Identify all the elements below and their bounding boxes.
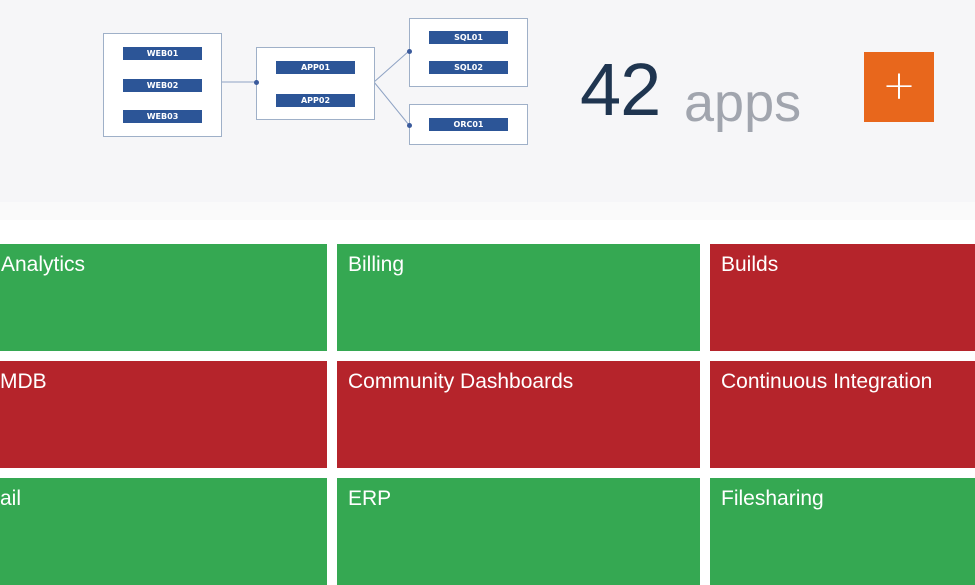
tile-label: Community Dashboards bbox=[348, 370, 574, 393]
app-count-unit: apps bbox=[684, 73, 802, 133]
tile-label: MDB bbox=[0, 370, 47, 393]
app-tile[interactable]: ERP bbox=[337, 478, 700, 585]
web-tier-box: WEB01 WEB02 WEB03 bbox=[103, 33, 222, 137]
tile-label: Billing bbox=[348, 253, 405, 276]
diagram-connectors bbox=[221, 50, 410, 126]
connector-dot bbox=[407, 123, 412, 128]
app-tile[interactable]: Billing bbox=[337, 244, 700, 351]
server-app02: APP02 bbox=[276, 94, 355, 107]
server-orc01: ORC01 bbox=[429, 118, 508, 131]
plus-icon: + bbox=[882, 63, 916, 109]
connector-dot bbox=[254, 80, 259, 85]
app-tile[interactable]: ail bbox=[0, 478, 327, 585]
server-web02: WEB02 bbox=[123, 79, 202, 92]
oracle-tier-box: ORC01 bbox=[409, 104, 528, 145]
app-tile[interactable]: Community Dashboards bbox=[337, 361, 700, 468]
app-tile[interactable]: MDB bbox=[0, 361, 327, 468]
app-tier-box: APP01 APP02 bbox=[256, 47, 375, 120]
app-tile[interactable]: Continuous Integration bbox=[710, 361, 975, 468]
tile-label: ERP bbox=[348, 487, 392, 510]
connector-app-sql bbox=[373, 50, 410, 83]
tile-label: ail bbox=[0, 487, 22, 510]
tile-label: Analytics bbox=[1, 253, 86, 276]
app-tile[interactable]: Builds bbox=[710, 244, 975, 351]
tile-label: Continuous Integration bbox=[721, 370, 933, 393]
divider-band bbox=[0, 202, 975, 220]
server-app01: APP01 bbox=[276, 61, 355, 74]
tile-label: Filesharing bbox=[721, 487, 824, 510]
connector-app-orc bbox=[373, 81, 410, 126]
tile-label: Builds bbox=[721, 253, 779, 276]
server-sql02: SQL02 bbox=[429, 61, 508, 74]
app-tile[interactable]: Analytics bbox=[0, 244, 327, 351]
server-web01: WEB01 bbox=[123, 47, 202, 60]
app-tile[interactable]: Filesharing bbox=[710, 478, 975, 585]
server-sql01: SQL01 bbox=[429, 31, 508, 44]
header: WEB01 WEB02 WEB03 APP01 APP02 SQL01 SQL0… bbox=[0, 0, 975, 202]
add-app-button[interactable]: + bbox=[864, 52, 934, 122]
connector-dot bbox=[407, 49, 412, 54]
server-web03: WEB03 bbox=[123, 110, 202, 123]
app-count: 42 bbox=[580, 48, 661, 131]
sql-tier-box: SQL01 SQL02 bbox=[409, 18, 528, 87]
